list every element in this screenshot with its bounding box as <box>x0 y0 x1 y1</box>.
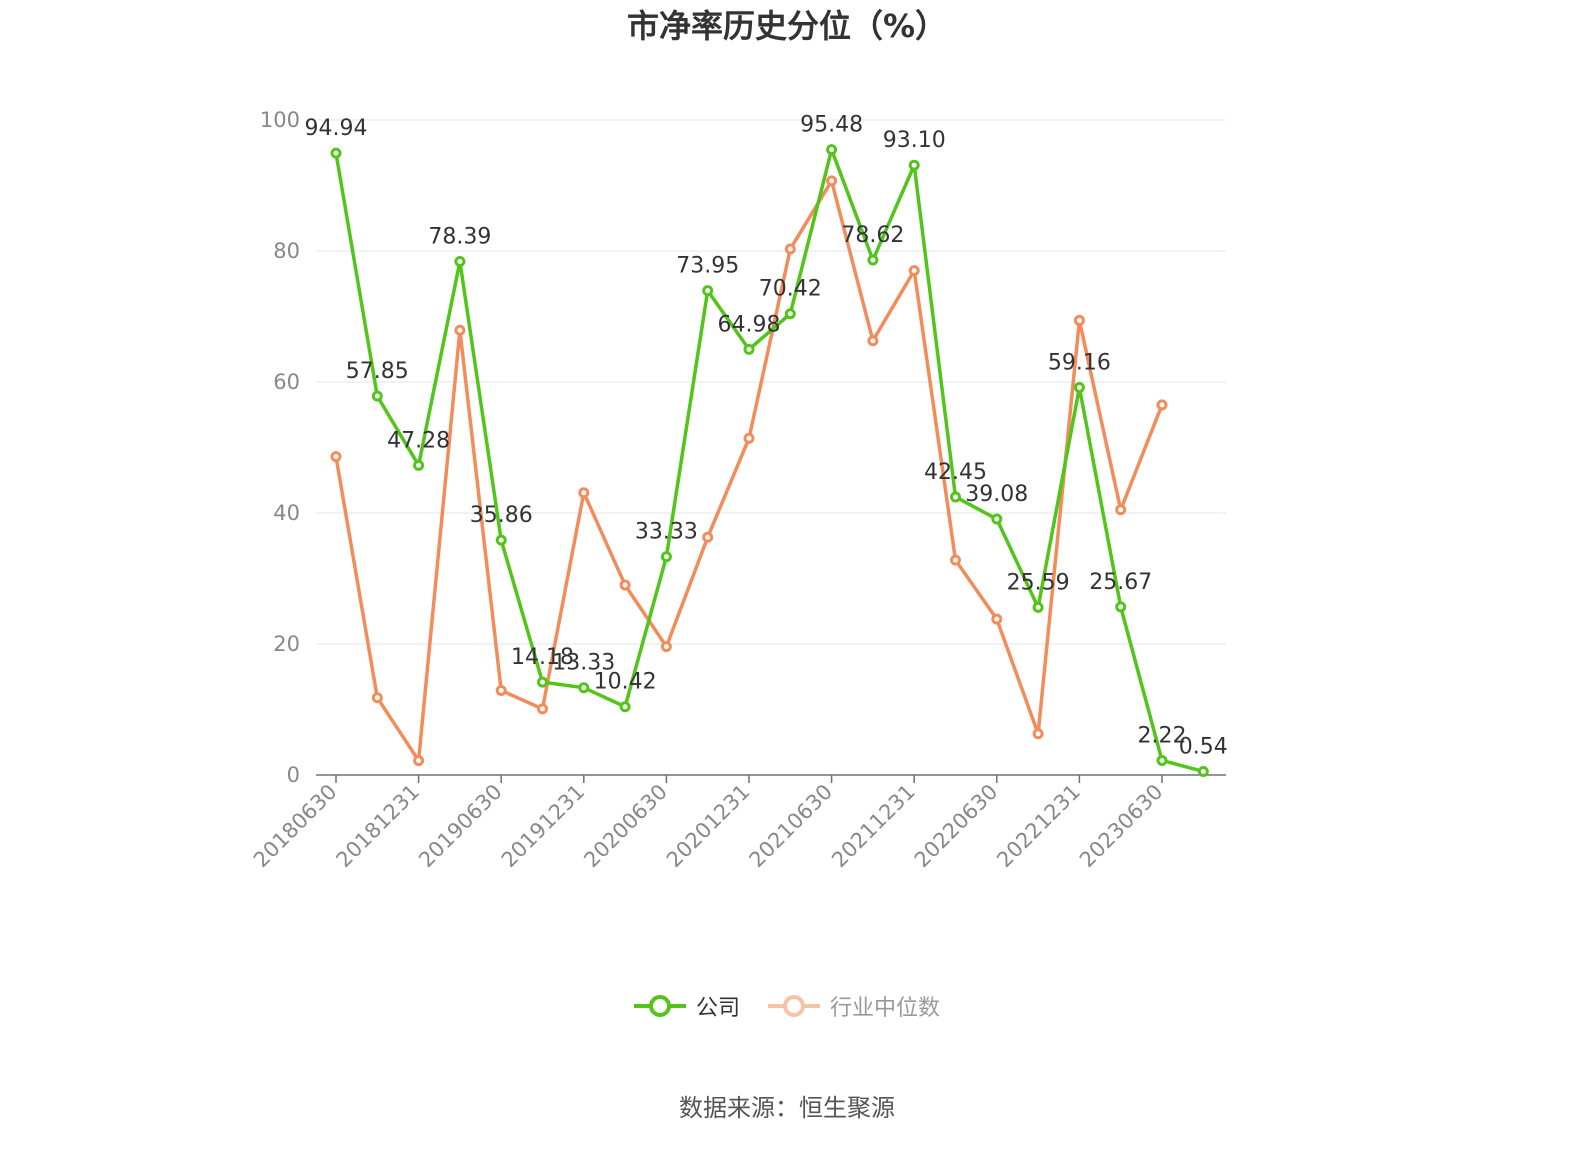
data-label-company: 47.28 <box>387 428 450 453</box>
data-point-company <box>1115 601 1127 613</box>
data-label-company: 39.08 <box>965 482 1028 507</box>
data-point-industry <box>743 432 755 444</box>
data-point-industry <box>537 703 548 715</box>
legend-item-company[interactable]: 公司 <box>633 990 740 1022</box>
data-label-company: 14.18 <box>511 645 574 670</box>
legend-item-industry[interactable]: 行业中位数 <box>768 990 940 1022</box>
data-label-company: 70.42 <box>759 277 822 302</box>
data-source-note: 数据来源：恒生聚源 <box>679 1094 895 1122</box>
x-tick-label: 20201231 <box>662 780 755 873</box>
data-point-industry <box>826 175 838 187</box>
data-point-company <box>991 513 1003 525</box>
x-tick-label: 20210630 <box>745 780 838 873</box>
x-tick-label: 20220630 <box>910 780 1003 873</box>
data-point-company <box>1197 765 1209 777</box>
y-tick-label: 40 <box>273 501 300 525</box>
data-label-company: 42.45 <box>924 460 987 485</box>
data-label-company: 57.85 <box>346 359 409 384</box>
y-tick-label: 20 <box>273 632 300 656</box>
series-line-company <box>334 147 1204 774</box>
data-label-company: 93.10 <box>883 128 946 153</box>
data-point-company <box>826 144 838 156</box>
data-point-company <box>908 159 920 171</box>
data-label-company: 35.86 <box>470 503 533 528</box>
x-tick-label: 20221231 <box>992 780 1085 873</box>
data-point-company <box>454 256 466 268</box>
data-label-company: 95.48 <box>800 113 863 138</box>
data-label-company: 64.98 <box>718 312 781 337</box>
data-point-industry <box>1032 728 1044 740</box>
legend-company-swatch-icon <box>633 995 686 1017</box>
data-label-company: 25.59 <box>1007 570 1070 595</box>
data-point-company <box>743 343 755 355</box>
data-point-company <box>1156 754 1168 766</box>
legend-industry-swatch-icon <box>768 995 820 1017</box>
y-tick-label: 80 <box>273 239 300 263</box>
legend-company-label: 公司 <box>695 996 740 1021</box>
legend: 公司 行业中位数 <box>0 990 1574 1022</box>
data-point-industry <box>371 692 383 704</box>
data-point-company <box>495 534 507 546</box>
data-point-industry <box>1156 399 1168 411</box>
chart-plot: 0 20 40 60 80 100 2018063020181231201906302019… <box>249 108 1228 873</box>
data-point-company <box>660 551 672 563</box>
data-point-industry <box>454 324 466 336</box>
data-point-company <box>537 676 548 688</box>
data-point-company <box>1032 601 1044 613</box>
data-label-company: 0.54 <box>1179 734 1228 759</box>
x-tick-label: 20200630 <box>579 780 672 873</box>
data-point-industry <box>1115 504 1127 516</box>
x-tick-label: 20191231 <box>497 780 590 873</box>
data-point-industry <box>908 265 920 277</box>
data-label-company: 78.39 <box>428 225 491 250</box>
data-point-industry <box>413 755 425 767</box>
data-point-company <box>619 701 631 713</box>
data-point-company <box>578 682 590 694</box>
data-point-company <box>702 285 714 297</box>
data-label-company: 94.94 <box>305 116 368 141</box>
x-tick-label: 20181231 <box>332 780 425 873</box>
data-label-company: 59.16 <box>1048 351 1111 376</box>
x-tick-label: 20190630 <box>414 780 507 873</box>
data-point-industry <box>578 487 590 499</box>
x-tick-label: 20211231 <box>827 780 920 873</box>
data-point-industry <box>991 613 1003 625</box>
data-point-industry <box>619 579 631 591</box>
data-point-company <box>867 254 879 266</box>
data-point-industry <box>495 685 507 697</box>
data-point-industry <box>702 531 714 543</box>
data-label-company: 33.33 <box>635 520 698 545</box>
x-tick-label: 20230630 <box>1075 780 1168 873</box>
legend-industry-label: 行业中位数 <box>830 996 941 1021</box>
data-point-industry <box>330 451 342 463</box>
y-tick-label: 60 <box>273 370 300 394</box>
data-point-industry <box>867 335 879 347</box>
data-point-industry <box>950 554 961 566</box>
data-point-industry <box>784 243 796 255</box>
y-tick-label: 100 <box>260 108 300 132</box>
data-label-company: 13.33 <box>552 651 615 676</box>
data-point-industry <box>660 641 672 653</box>
data-label-company: 2.22 <box>1138 723 1187 748</box>
data-point-company <box>784 308 796 320</box>
data-label-company: 78.62 <box>841 223 904 248</box>
data-point-company <box>330 147 342 159</box>
x-tick-label: 20180630 <box>249 780 342 873</box>
y-tick-label: 0 <box>287 763 300 787</box>
data-point-company <box>1073 382 1085 394</box>
data-point-industry <box>1073 314 1085 326</box>
data-point-company <box>371 390 383 402</box>
data-point-company <box>950 491 961 503</box>
data-point-company <box>413 459 425 471</box>
chart-title: 市净率历史分位（%） <box>626 7 948 45</box>
data-label-company: 73.95 <box>676 254 739 279</box>
data-label-company: 10.42 <box>594 670 657 695</box>
data-label-company: 25.67 <box>1089 570 1152 595</box>
